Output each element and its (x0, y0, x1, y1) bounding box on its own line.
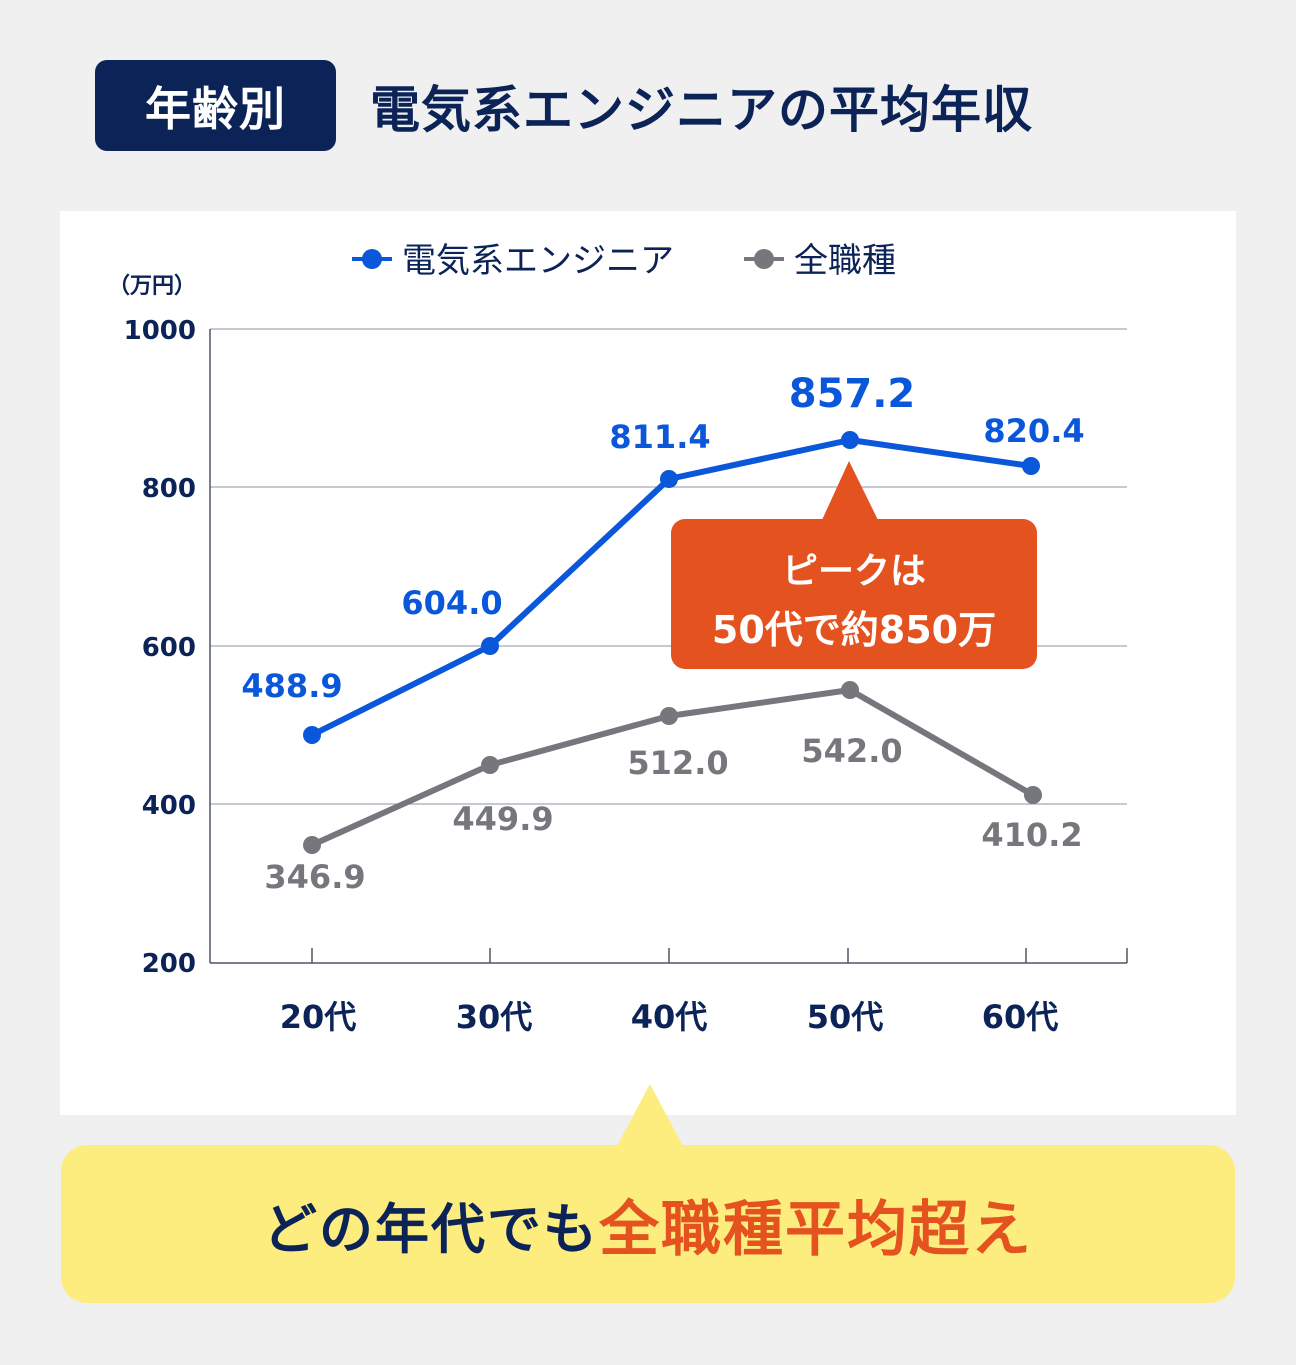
peak-callout: ピークは 50代で約850万 (671, 461, 1037, 669)
svg-text:604.0: 604.0 (401, 584, 502, 622)
svg-text:449.9: 449.9 (452, 800, 553, 838)
svg-text:200: 200 (142, 949, 196, 979)
svg-text:820.4: 820.4 (983, 412, 1084, 450)
series-all-occupations (303, 681, 1042, 854)
svg-text:ピークは: ピークは (782, 551, 926, 592)
svg-text:800: 800 (142, 474, 196, 504)
summary-text-lead: どの年代でも (263, 1197, 599, 1261)
y-axis-unit: （万円） (108, 274, 196, 299)
svg-text:40代: 40代 (631, 998, 708, 1036)
chart-card (60, 211, 1236, 1115)
svg-text:600: 600 (142, 633, 196, 663)
series-all-labels: 346.9 449.9 512.0 542.0 410.2 (264, 732, 1082, 896)
svg-text:857.2: 857.2 (789, 371, 916, 417)
svg-text:346.9: 346.9 (264, 858, 365, 896)
summary-text-highlight: 全職種平均超え (599, 1194, 1033, 1265)
svg-text:60代: 60代 (982, 998, 1059, 1036)
legend-all-marker-icon (754, 249, 774, 269)
svg-text:50代で約850万: 50代で約850万 (712, 608, 996, 652)
legend-engineer-label: 電気系エンジニア (402, 241, 674, 281)
svg-text:50代: 50代 (807, 998, 884, 1036)
summary-banner: どの年代でも 全職種平均超え (61, 1145, 1235, 1303)
legend-all-label: 全職種 (794, 241, 896, 281)
svg-text:20代: 20代 (280, 998, 357, 1036)
svg-text:410.2: 410.2 (981, 816, 1082, 854)
svg-text:400: 400 (142, 791, 196, 821)
svg-text:1000: 1000 (124, 316, 196, 346)
page-title: 電気系エンジニアの平均年収 (370, 80, 1033, 139)
series-engineer-labels: 488.9 604.0 811.4 857.2 820.4 (241, 371, 1084, 705)
svg-text:488.9: 488.9 (241, 667, 342, 705)
axes (209, 329, 1128, 964)
x-tick-labels: 20代 30代 40代 50代 60代 (280, 998, 1059, 1036)
svg-text:30代: 30代 (456, 998, 533, 1036)
title-badge: 年齢別 (95, 60, 336, 151)
svg-text:512.0: 512.0 (627, 744, 728, 782)
series-electrical-engineer (303, 431, 1040, 744)
gridlines (210, 328, 1127, 805)
svg-text:811.4: 811.4 (609, 418, 710, 456)
summary-tail (616, 1084, 684, 1148)
y-tick-labels: 1000 800 600 400 200 (124, 316, 196, 979)
legend-engineer-marker-icon (362, 249, 382, 269)
legend: 電気系エンジニア 全職種 (352, 241, 896, 281)
svg-text:542.0: 542.0 (801, 732, 902, 770)
